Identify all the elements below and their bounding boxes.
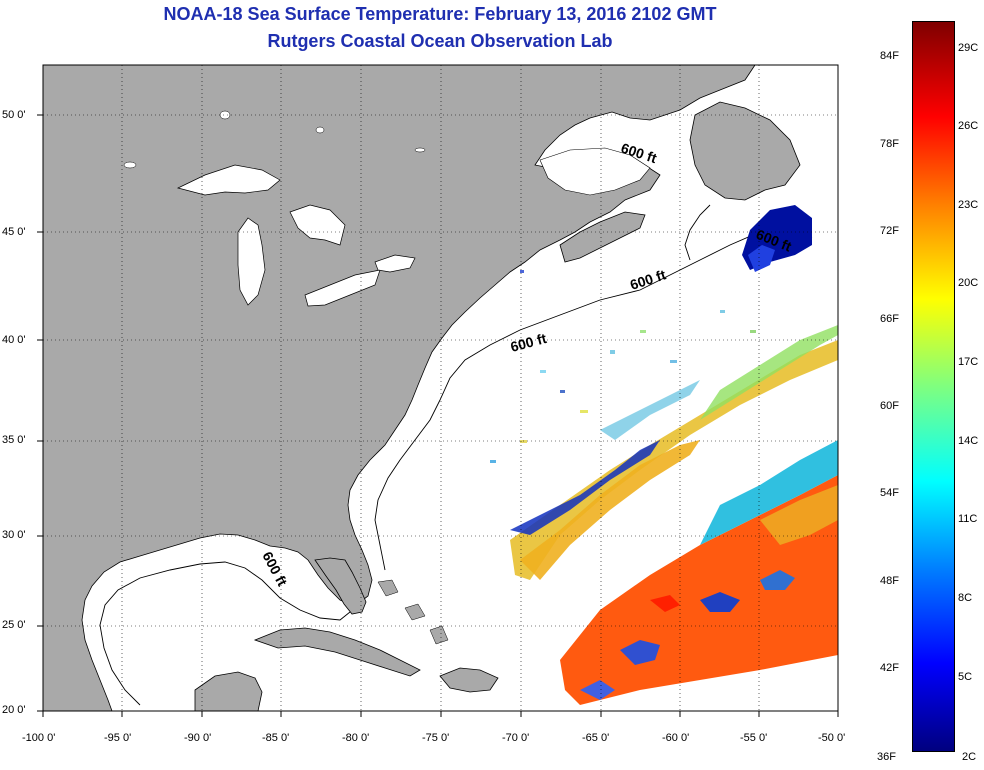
lon-label: -55 0' (740, 732, 768, 744)
isobath-600ft (99, 204, 813, 706)
lon-label: -80 0' (342, 732, 370, 744)
axis-ticks (37, 114, 839, 717)
lat-label: 45 0' (2, 226, 26, 238)
colorbar-f-label: 78F (880, 138, 899, 150)
sst-cold-patch-inner (748, 245, 775, 272)
lon-label: -75 0' (422, 732, 450, 744)
lon-label: -60 0' (662, 732, 690, 744)
colorbar-c-label: 17C (958, 356, 979, 368)
lon-label: -70 0' (502, 732, 530, 744)
land-nova-scotia (559, 211, 646, 263)
map-title: NOAA-18 Sea Surface Temperature: Februar… (163, 4, 717, 24)
lon-label: -95 0' (104, 732, 132, 744)
land-florida (314, 557, 367, 615)
colorbar-c-label: 11C (958, 513, 978, 525)
lon-label: -90 0' (184, 732, 212, 744)
colorbar-c-label: 8C (958, 592, 973, 604)
colorbar-c-label: 29C (958, 42, 979, 54)
land-north-america (42, 64, 756, 712)
lat-label: 35 0' (2, 434, 26, 446)
land-bahamas (377, 579, 449, 645)
colorbar-f-label: 36F (877, 751, 896, 763)
colorbar-f-label: 60F (880, 400, 899, 412)
map-subtitle: Rutgers Coastal Ocean Observation Lab (267, 31, 613, 51)
land-hispaniola (439, 667, 499, 693)
lat-label: 40 0' (2, 334, 26, 346)
lon-label: -85 0' (262, 732, 290, 744)
lon-label: -50 0' (818, 732, 846, 744)
gulf-st-lawrence (539, 147, 651, 196)
colorbar-f-label: 48F (880, 575, 899, 587)
colorbar-c-label: 26C (958, 120, 979, 132)
lat-label: 20 0' (2, 704, 26, 716)
lat-label: 25 0' (2, 619, 26, 631)
colorbar-f-label: 66F (880, 313, 899, 325)
colorbar-c-label: 2C (962, 751, 977, 763)
lon-label: -65 0' (582, 732, 610, 744)
lon-label: -100 0' (22, 732, 56, 744)
lat-label: 30 0' (2, 529, 26, 541)
colorbar-f-label: 72F (880, 225, 899, 237)
sst-swath-south (560, 440, 838, 705)
temperature-colorbar (912, 21, 955, 752)
small-lakes (123, 110, 426, 169)
graticule-grid (43, 65, 838, 711)
sst-speckles (490, 270, 756, 463)
land-cuba (253, 627, 421, 677)
land-newfoundland (689, 101, 801, 201)
colorbar-f-label: 54F (880, 487, 899, 499)
colorbar-f-label: 42F (880, 662, 899, 674)
colorbar-c-label: 5C (958, 671, 973, 683)
great-lakes (176, 164, 416, 307)
lat-label: 50 0' (2, 109, 26, 121)
colorbar-c-label: 20C (958, 277, 979, 289)
sst-swath-north (500, 305, 838, 590)
colorbar-c-label: 14C (958, 435, 979, 447)
colorbar-c-label: 23C (958, 199, 979, 211)
colorbar-f-label: 84F (880, 50, 899, 62)
